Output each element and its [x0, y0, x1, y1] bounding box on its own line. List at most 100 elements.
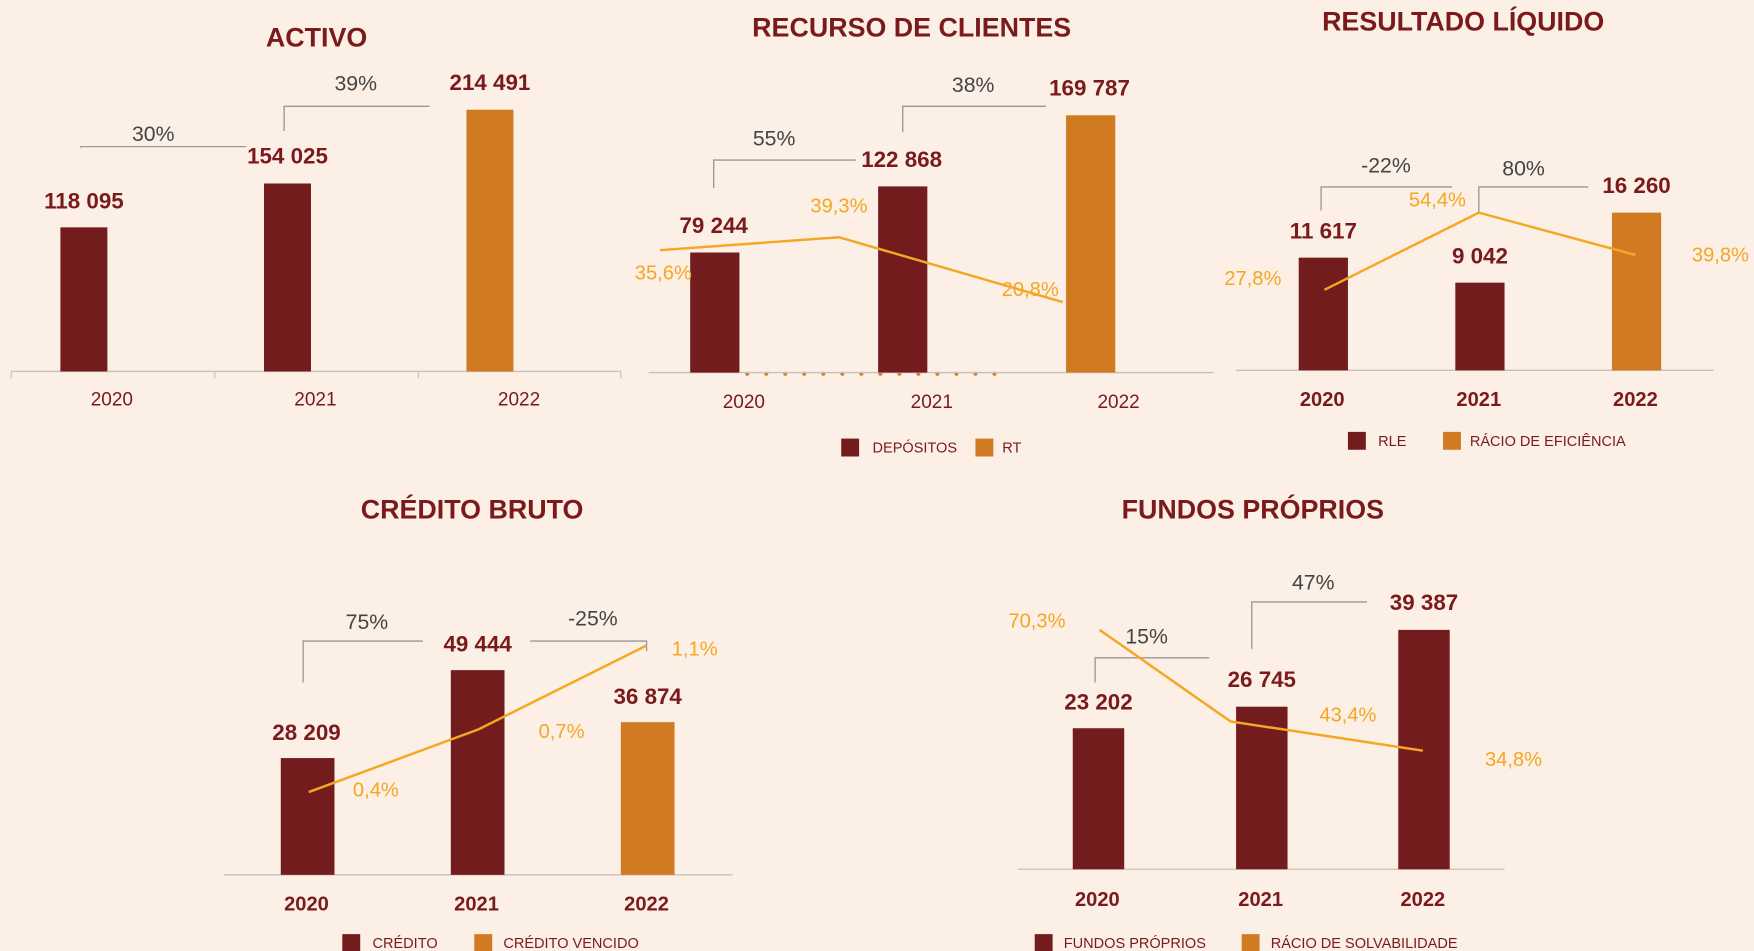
ratio-label: 0,7% [539, 721, 585, 743]
ratio-line [308, 644, 648, 794]
bar [1066, 115, 1116, 373]
bar [450, 670, 505, 875]
growth-bracket [1478, 186, 1589, 213]
x-tick-label: 2020 [1075, 889, 1120, 911]
bar [1072, 728, 1125, 870]
x-tick-label: 2021 [294, 390, 336, 411]
ratio-label: 39,3% [810, 195, 867, 217]
growth-label: 47% [1292, 571, 1335, 595]
value-label: 23 202 [1064, 690, 1132, 715]
growth-label: 75% [346, 610, 389, 634]
value-label: 169 787 [1049, 75, 1130, 100]
bar [1236, 706, 1288, 870]
chart-title: FUNDOS PRÓPRIOS [1122, 493, 1384, 524]
bar [1298, 257, 1348, 371]
x-tick-label: 2022 [624, 893, 669, 915]
x-tick-label: 2022 [498, 390, 540, 411]
growth-label: 39% [334, 72, 377, 96]
bar [1398, 629, 1450, 870]
x-tick-label: 2021 [1456, 389, 1501, 411]
ratio-line [1323, 211, 1636, 291]
ratio-label: 20,8% [1002, 279, 1059, 301]
value-label: 39 387 [1390, 590, 1458, 615]
legend-swatch [1034, 934, 1053, 951]
x-tick-label: 2022 [1400, 889, 1445, 911]
legend-label: RÁCIO DE EFICIÊNCIA [1470, 433, 1626, 450]
legend-label: CRÉDITO VENCIDO [503, 935, 638, 951]
legend-swatch [1443, 431, 1461, 450]
ratio-label: 0,4% [353, 779, 399, 801]
legend-swatch [841, 438, 860, 457]
x-tick-label: 2022 [1613, 389, 1658, 411]
legend-label: CRÉDITO [373, 935, 438, 951]
bar [1455, 282, 1505, 371]
growth-bracket [1251, 601, 1367, 649]
ratio-line [659, 235, 1064, 304]
bar [620, 722, 675, 875]
ratio-label: 27,8% [1224, 268, 1281, 290]
value-label: 122 868 [861, 147, 942, 172]
x-tick-label: 2021 [454, 893, 499, 915]
bar [280, 758, 335, 875]
legend-swatch [975, 438, 994, 457]
growth-bracket [1320, 186, 1452, 211]
growth-label: -25% [568, 606, 618, 630]
value-label: 36 874 [613, 684, 682, 709]
growth-bracket [1094, 657, 1210, 683]
value-label: 49 444 [443, 631, 512, 656]
x-tick-label: 2020 [284, 893, 329, 915]
legend-swatch [1241, 934, 1260, 951]
growth-label: 38% [952, 73, 995, 97]
x-tick-label: 2021 [911, 392, 953, 413]
bar [466, 109, 514, 372]
growth-bracket [79, 145, 247, 148]
legend-swatch [342, 934, 361, 951]
legend-label: RÁCIO DE SOLVABILIDADE [1271, 935, 1458, 951]
growth-label: -22% [1361, 153, 1411, 177]
chart-title: CRÉDITO BRUTO [361, 493, 584, 524]
growth-label: 15% [1125, 624, 1168, 648]
value-label: 9 042 [1452, 243, 1508, 268]
ratio-label: 54,4% [1409, 190, 1466, 212]
legend-label: RT [1002, 440, 1021, 456]
legend-label: RLE [1378, 434, 1407, 450]
bar [690, 252, 740, 373]
value-label: 214 491 [450, 70, 531, 95]
legend-label: FUNDOS PRÓPRIOS [1064, 935, 1206, 951]
bar [878, 186, 928, 373]
legend-label: DEPÓSITOS [873, 439, 958, 456]
ratio-label: 43,4% [1319, 704, 1376, 726]
x-tick-label: 2020 [1300, 389, 1345, 411]
value-label: 11 617 [1290, 219, 1357, 244]
legend-swatch [474, 934, 493, 951]
x-tick-label: 2022 [1097, 392, 1139, 413]
growth-label: 30% [132, 122, 175, 146]
ratio-line [1098, 628, 1424, 752]
value-label: 28 209 [272, 720, 340, 745]
x-tick-label: 2021 [1238, 889, 1283, 911]
chart-title: ACTIVO [266, 22, 367, 52]
value-label: 26 745 [1228, 667, 1296, 692]
growth-bracket [302, 640, 423, 683]
x-tick-label: 2020 [723, 392, 765, 413]
growth-bracket [713, 159, 856, 189]
ratio-label: 70,3% [1008, 610, 1065, 632]
ratio-label: 34,8% [1485, 749, 1542, 771]
bar [263, 183, 311, 372]
chart-title: RECURSO DE CLIENTES [752, 12, 1071, 42]
growth-bracket [902, 105, 1046, 133]
legend-swatch [1347, 431, 1366, 450]
growth-label: 80% [1502, 157, 1545, 181]
growth-label: 55% [753, 127, 796, 151]
ratio-label: 39,8% [1692, 245, 1749, 267]
bar [60, 227, 108, 372]
ratio-label: 1,1% [672, 638, 718, 660]
value-label: 16 260 [1602, 173, 1670, 198]
bar [1611, 212, 1662, 371]
x-tick-label: 2020 [91, 390, 133, 411]
ratio-label: 35,6% [635, 262, 692, 284]
value-label: 79 244 [679, 213, 748, 238]
growth-bracket [530, 640, 648, 652]
